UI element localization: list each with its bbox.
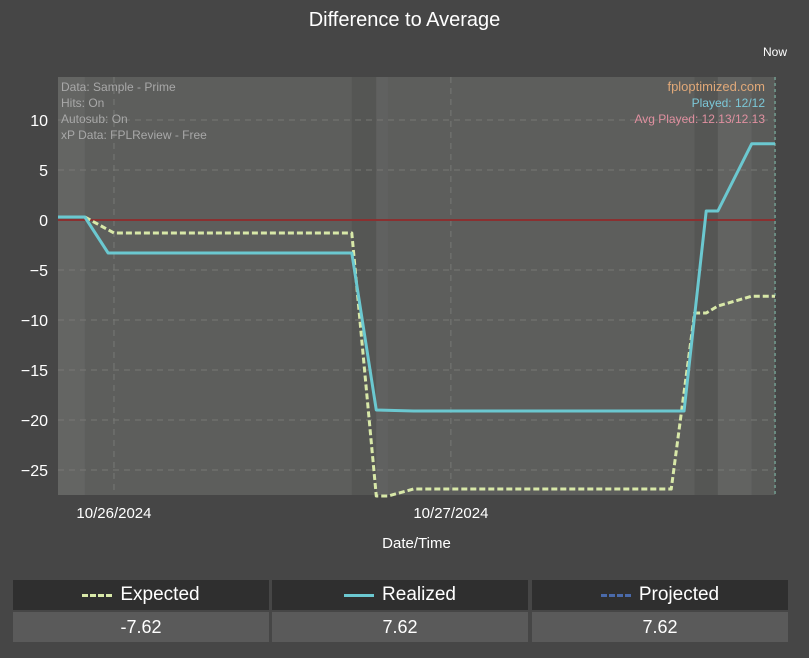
x-axis-label: Date/Time <box>382 535 451 552</box>
y-tick-label: −5 <box>30 263 48 280</box>
legend-realized-value: 7.62 <box>272 612 528 642</box>
y-tick-label: −25 <box>21 463 48 480</box>
series-line-realized <box>58 142 775 413</box>
now-label: Now <box>762 45 787 59</box>
time-band <box>751 77 775 495</box>
projected-swatch <box>600 593 631 597</box>
y-tick-label: 10 <box>30 113 48 130</box>
expected-swatch <box>82 593 113 597</box>
legend-expected-value: -7.62 <box>13 612 269 642</box>
x-tick-label: 10/26/2024 <box>76 505 151 522</box>
info-right-line: Played: 12/12 <box>692 96 766 110</box>
info-left-line: Autosub: On <box>61 112 128 126</box>
chart-svg: 10 5 0 −5 −10 −15 −20 −25 10/26/2024 10/27/2024 Da… <box>21 77 776 522</box>
legend-projected: Projected 7.62 <box>532 580 788 642</box>
chart-title: Difference to Average <box>308 9 501 31</box>
legend-projected-value: 7.62 <box>532 612 788 642</box>
time-band <box>717 77 752 495</box>
info-right-line: Avg Played: 12.13/12.13 <box>634 112 765 126</box>
info-right-line: fploptimized.com <box>667 79 765 94</box>
y-tick-label: 5 <box>39 163 48 180</box>
y-tick-label: −15 <box>21 363 48 380</box>
realized-swatch <box>344 593 375 597</box>
info-left-line: Hits: On <box>61 96 104 110</box>
time-band <box>376 77 388 495</box>
legend-realized: Realized 7.62 <box>272 580 528 642</box>
info-left-line: Data: Sample - Prime <box>61 80 176 94</box>
legend-expected: Expected -7.62 <box>13 580 269 642</box>
y-tick-label: −10 <box>21 313 48 330</box>
y-tick-label: 0 <box>39 213 48 230</box>
time-band <box>58 77 85 495</box>
legend-realized-label: Realized <box>382 584 456 605</box>
series-line-expected <box>58 215 775 498</box>
time-band <box>694 77 718 495</box>
plot-area <box>58 77 775 495</box>
legend-expected-label: Expected <box>120 584 200 605</box>
info-left-line: xP Data: FPLReview - Free <box>61 128 207 142</box>
x-tick-label: 10/27/2024 <box>413 505 488 522</box>
y-tick-label: −20 <box>21 413 48 430</box>
legend-table: Expected -7.62 Realized 7.62 Projected 7… <box>13 580 789 642</box>
legend-projected-label: Projected <box>638 584 720 605</box>
